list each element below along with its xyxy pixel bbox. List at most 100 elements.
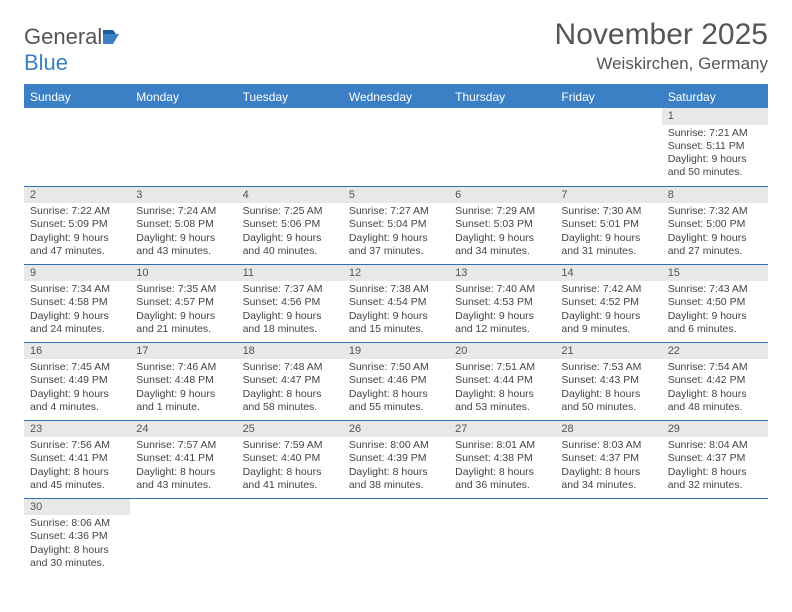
daylight-line: Daylight: 8 hours and 48 minutes. bbox=[668, 388, 762, 414]
sunrise-line: Sunrise: 7:32 AM bbox=[668, 205, 762, 218]
calendar-empty bbox=[237, 108, 343, 186]
day-number: 4 bbox=[237, 187, 343, 204]
calendar-day: 14Sunrise: 7:42 AMSunset: 4:52 PMDayligh… bbox=[555, 264, 661, 342]
day-body: Sunrise: 7:37 AMSunset: 4:56 PMDaylight:… bbox=[237, 281, 343, 340]
sunrise-line: Sunrise: 7:40 AM bbox=[455, 283, 549, 296]
day-number: 7 bbox=[555, 187, 661, 204]
calendar-empty bbox=[237, 498, 343, 576]
sunset-line: Sunset: 5:09 PM bbox=[30, 218, 124, 231]
day-number: 18 bbox=[237, 343, 343, 360]
calendar-empty bbox=[449, 498, 555, 576]
calendar-empty bbox=[449, 108, 555, 186]
day-number: 6 bbox=[449, 187, 555, 204]
title-block: November 2025 Weiskirchen, Germany bbox=[555, 18, 768, 74]
day-body: Sunrise: 7:57 AMSunset: 4:41 PMDaylight:… bbox=[130, 437, 236, 496]
month-title: November 2025 bbox=[555, 18, 768, 52]
sunset-line: Sunset: 4:38 PM bbox=[455, 452, 549, 465]
day-number: 21 bbox=[555, 343, 661, 360]
sunset-line: Sunset: 4:47 PM bbox=[243, 374, 337, 387]
day-body: Sunrise: 7:50 AMSunset: 4:46 PMDaylight:… bbox=[343, 359, 449, 418]
calendar-day: 3Sunrise: 7:24 AMSunset: 5:08 PMDaylight… bbox=[130, 186, 236, 264]
sunset-line: Sunset: 5:06 PM bbox=[243, 218, 337, 231]
day-number: 16 bbox=[24, 343, 130, 360]
calendar-day: 8Sunrise: 7:32 AMSunset: 5:00 PMDaylight… bbox=[662, 186, 768, 264]
day-number: 23 bbox=[24, 421, 130, 438]
daylight-line: Daylight: 9 hours and 31 minutes. bbox=[561, 232, 655, 258]
calendar-day: 7Sunrise: 7:30 AMSunset: 5:01 PMDaylight… bbox=[555, 186, 661, 264]
calendar-row: 16Sunrise: 7:45 AMSunset: 4:49 PMDayligh… bbox=[24, 342, 768, 420]
sunset-line: Sunset: 4:56 PM bbox=[243, 296, 337, 309]
calendar-row: 9Sunrise: 7:34 AMSunset: 4:58 PMDaylight… bbox=[24, 264, 768, 342]
day-body: Sunrise: 8:06 AMSunset: 4:36 PMDaylight:… bbox=[24, 515, 130, 574]
sunrise-line: Sunrise: 7:22 AM bbox=[30, 205, 124, 218]
sunrise-line: Sunrise: 7:59 AM bbox=[243, 439, 337, 452]
calendar-empty bbox=[24, 108, 130, 186]
calendar-day: 26Sunrise: 8:00 AMSunset: 4:39 PMDayligh… bbox=[343, 420, 449, 498]
daylight-line: Daylight: 8 hours and 58 minutes. bbox=[243, 388, 337, 414]
day-body: Sunrise: 8:03 AMSunset: 4:37 PMDaylight:… bbox=[555, 437, 661, 496]
sunset-line: Sunset: 5:04 PM bbox=[349, 218, 443, 231]
sunrise-line: Sunrise: 7:54 AM bbox=[668, 361, 762, 374]
daylight-line: Daylight: 9 hours and 18 minutes. bbox=[243, 310, 337, 336]
sunset-line: Sunset: 4:43 PM bbox=[561, 374, 655, 387]
day-body: Sunrise: 7:59 AMSunset: 4:40 PMDaylight:… bbox=[237, 437, 343, 496]
logo-flag-icon bbox=[103, 24, 125, 50]
day-number: 22 bbox=[662, 343, 768, 360]
day-body: Sunrise: 7:46 AMSunset: 4:48 PMDaylight:… bbox=[130, 359, 236, 418]
calendar-day: 4Sunrise: 7:25 AMSunset: 5:06 PMDaylight… bbox=[237, 186, 343, 264]
day-number: 1 bbox=[662, 108, 768, 125]
calendar-day: 28Sunrise: 8:03 AMSunset: 4:37 PMDayligh… bbox=[555, 420, 661, 498]
sunset-line: Sunset: 4:54 PM bbox=[349, 296, 443, 309]
calendar-day: 10Sunrise: 7:35 AMSunset: 4:57 PMDayligh… bbox=[130, 264, 236, 342]
weekday-header: Monday bbox=[130, 85, 236, 108]
sunset-line: Sunset: 5:11 PM bbox=[668, 140, 762, 153]
daylight-line: Daylight: 8 hours and 38 minutes. bbox=[349, 466, 443, 492]
day-body: Sunrise: 8:01 AMSunset: 4:38 PMDaylight:… bbox=[449, 437, 555, 496]
calendar-day: 15Sunrise: 7:43 AMSunset: 4:50 PMDayligh… bbox=[662, 264, 768, 342]
sunrise-line: Sunrise: 7:48 AM bbox=[243, 361, 337, 374]
day-body: Sunrise: 7:29 AMSunset: 5:03 PMDaylight:… bbox=[449, 203, 555, 262]
daylight-line: Daylight: 8 hours and 34 minutes. bbox=[561, 466, 655, 492]
sunrise-line: Sunrise: 7:53 AM bbox=[561, 361, 655, 374]
weekday-header: Thursday bbox=[449, 85, 555, 108]
daylight-line: Daylight: 9 hours and 1 minute. bbox=[136, 388, 230, 414]
sunrise-line: Sunrise: 7:42 AM bbox=[561, 283, 655, 296]
calendar-empty bbox=[662, 498, 768, 576]
weekday-header: Wednesday bbox=[343, 85, 449, 108]
logo-text: GeneralBlue bbox=[24, 24, 125, 76]
calendar-day: 13Sunrise: 7:40 AMSunset: 4:53 PMDayligh… bbox=[449, 264, 555, 342]
sunrise-line: Sunrise: 7:50 AM bbox=[349, 361, 443, 374]
sunrise-line: Sunrise: 7:27 AM bbox=[349, 205, 443, 218]
daylight-line: Daylight: 9 hours and 15 minutes. bbox=[349, 310, 443, 336]
sunset-line: Sunset: 5:01 PM bbox=[561, 218, 655, 231]
sunrise-line: Sunrise: 7:21 AM bbox=[668, 127, 762, 140]
calendar-body: 1 Sunrise: 7:21 AMSunset: 5:11 PM Daylight… bbox=[24, 108, 768, 576]
weekday-header: Friday bbox=[555, 85, 661, 108]
day-number: 27 bbox=[449, 421, 555, 438]
daylight-line: Daylight: 9 hours and 12 minutes. bbox=[455, 310, 549, 336]
calendar-empty bbox=[555, 108, 661, 186]
calendar-day: 6Sunrise: 7:29 AMSunset: 5:03 PMDaylight… bbox=[449, 186, 555, 264]
daylight-line: Daylight: 8 hours and 41 minutes. bbox=[243, 466, 337, 492]
day-number: 28 bbox=[555, 421, 661, 438]
sunset-line: Sunset: 4:52 PM bbox=[561, 296, 655, 309]
day-body: Sunrise: 7:53 AMSunset: 4:43 PMDaylight:… bbox=[555, 359, 661, 418]
page-header: GeneralBlue November 2025 Weiskirchen, G… bbox=[24, 18, 768, 76]
calendar-empty bbox=[555, 498, 661, 576]
calendar-day: 20Sunrise: 7:51 AMSunset: 4:44 PMDayligh… bbox=[449, 342, 555, 420]
day-body: Sunrise: 7:56 AMSunset: 4:41 PMDaylight:… bbox=[24, 437, 130, 496]
sunrise-line: Sunrise: 7:35 AM bbox=[136, 283, 230, 296]
daylight-line: Daylight: 9 hours and 27 minutes. bbox=[668, 232, 762, 258]
daylight-line: Daylight: 8 hours and 30 minutes. bbox=[30, 544, 124, 570]
day-number: 8 bbox=[662, 187, 768, 204]
daylight-line: Daylight: 9 hours and 4 minutes. bbox=[30, 388, 124, 414]
sunset-line: Sunset: 4:41 PM bbox=[30, 452, 124, 465]
weekday-header: Saturday bbox=[662, 85, 768, 108]
calendar-day: 29Sunrise: 8:04 AMSunset: 4:37 PMDayligh… bbox=[662, 420, 768, 498]
day-number: 26 bbox=[343, 421, 449, 438]
day-body: Sunrise: 7:30 AMSunset: 5:01 PMDaylight:… bbox=[555, 203, 661, 262]
day-body: Sunrise: 7:43 AMSunset: 4:50 PMDaylight:… bbox=[662, 281, 768, 340]
sunrise-line: Sunrise: 7:45 AM bbox=[30, 361, 124, 374]
day-number: 5 bbox=[343, 187, 449, 204]
daylight-line: Daylight: 9 hours and 37 minutes. bbox=[349, 232, 443, 258]
